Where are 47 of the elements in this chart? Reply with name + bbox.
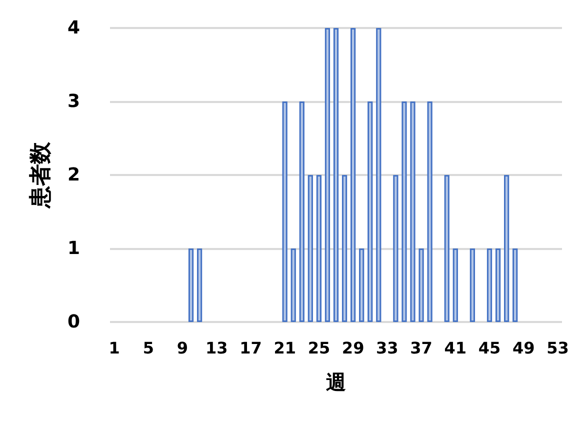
bar: [299, 102, 304, 322]
y-axis-title: 患者数: [28, 141, 54, 209]
x-tick-label: 33: [376, 338, 398, 358]
bar: [410, 102, 416, 322]
bar: [290, 248, 296, 322]
bar: [486, 248, 492, 322]
bar: [308, 175, 313, 322]
bar: [316, 175, 322, 322]
x-tick-label: 49: [512, 338, 535, 358]
x-tick-label: 37: [410, 338, 432, 358]
y-tick-label: 0: [67, 312, 80, 332]
x-tick-label: 13: [205, 338, 228, 358]
bar: [282, 102, 288, 322]
bar: [350, 28, 356, 322]
bar: [427, 102, 432, 322]
x-tick-label: 9: [176, 338, 188, 358]
bar: [376, 28, 382, 322]
bar: [342, 175, 348, 322]
bar: [444, 175, 450, 322]
bar: [324, 28, 330, 322]
x-axis-title: 週: [325, 370, 346, 394]
y-tick-label: 2: [67, 164, 80, 186]
x-tick-label: 29: [342, 338, 364, 358]
x-tick-label: 21: [274, 338, 296, 358]
bar: [393, 175, 398, 322]
x-tick-label: 5: [142, 338, 154, 358]
bar: [196, 248, 202, 322]
bar: [470, 248, 476, 322]
x-tick-label: 1: [108, 338, 120, 358]
bar: [495, 248, 501, 322]
bar: [333, 28, 339, 322]
y-tick-label: 4: [67, 18, 80, 38]
bar: [359, 248, 364, 322]
bar: [418, 248, 424, 322]
bar: [504, 175, 510, 322]
x-tick-label: 41: [444, 338, 467, 358]
bar: [368, 102, 373, 322]
bar: [512, 248, 518, 322]
x-tick-label: 17: [240, 338, 262, 358]
bar: [402, 102, 407, 322]
y-tick-label: 1: [67, 238, 80, 259]
x-tick-label: 45: [478, 338, 501, 358]
y-tick-label: 3: [67, 91, 80, 112]
bar: [452, 248, 458, 322]
bar: [188, 248, 194, 322]
x-tick-label: 25: [308, 338, 330, 358]
x-tick-label: 53: [546, 338, 569, 358]
